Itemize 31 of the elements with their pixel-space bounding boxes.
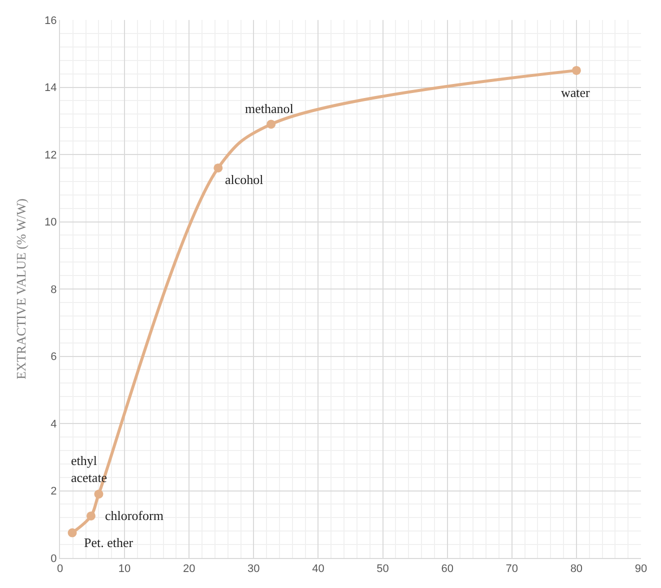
x-tick-label: 20 xyxy=(182,563,196,576)
x-tick-label: 70 xyxy=(506,563,518,576)
y-tick-label: 8 xyxy=(50,284,57,296)
annotation: water xyxy=(561,85,591,100)
annotation: alcohol xyxy=(225,172,264,187)
annotation: ethyl acetate xyxy=(71,453,108,485)
point xyxy=(572,66,581,75)
x-tick-label: 30 xyxy=(248,563,260,576)
x-tick-label: 80 xyxy=(570,563,583,576)
x-tick-label: 60 xyxy=(441,563,454,576)
point xyxy=(266,120,276,129)
x-tick-label: 90 xyxy=(634,563,648,576)
x-tick-label: 50 xyxy=(376,563,389,576)
y-tick-label: 12 xyxy=(44,149,57,162)
y-axis-title: EXTRACTIVE VALUE (% W/W) xyxy=(14,198,28,380)
annotation: methanol xyxy=(245,101,294,116)
y-tick-label: 4 xyxy=(50,418,57,430)
annotation: Pet. ether xyxy=(84,535,134,550)
x-tick-label: 10 xyxy=(118,563,131,576)
point xyxy=(86,511,96,520)
point xyxy=(94,490,104,499)
y-tick-label: 14 xyxy=(44,82,57,94)
y-tick-label: 10 xyxy=(44,216,57,229)
point xyxy=(214,163,223,172)
x-tick-label: 40 xyxy=(312,563,324,576)
y-tick-label: 16 xyxy=(44,14,57,27)
y-tick-label: 6 xyxy=(50,351,57,364)
point xyxy=(68,528,77,538)
annotation: chloroform xyxy=(105,508,164,523)
y-tick-label: 2 xyxy=(50,486,57,498)
y-tick-label: 0 xyxy=(50,552,57,565)
